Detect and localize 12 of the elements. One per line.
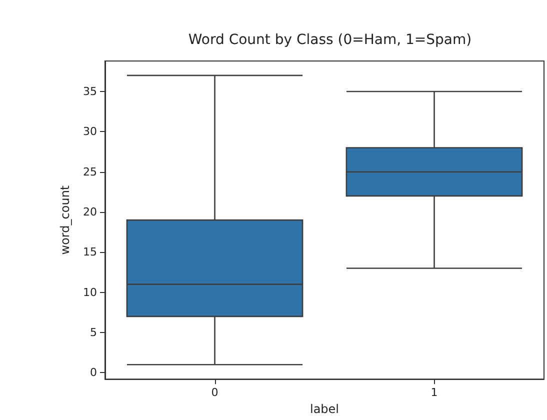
y-axis-title: word_count xyxy=(58,185,72,255)
y-tick-label: 20 xyxy=(83,206,97,219)
y-tick-label: 35 xyxy=(83,85,97,98)
y-tick-label: 10 xyxy=(83,286,97,299)
chart-title: Word Count by Class (0=Ham, 1=Spam) xyxy=(188,32,472,48)
y-tick-label: 30 xyxy=(83,125,97,138)
x-axis-title: label xyxy=(310,402,340,416)
y-tick-label: 0 xyxy=(90,366,97,380)
y-tick-label: 25 xyxy=(83,165,97,178)
y-tick-label: 5 xyxy=(90,326,97,340)
x-tick-label: 1 xyxy=(430,386,438,400)
y-tick-label: 15 xyxy=(83,246,97,259)
